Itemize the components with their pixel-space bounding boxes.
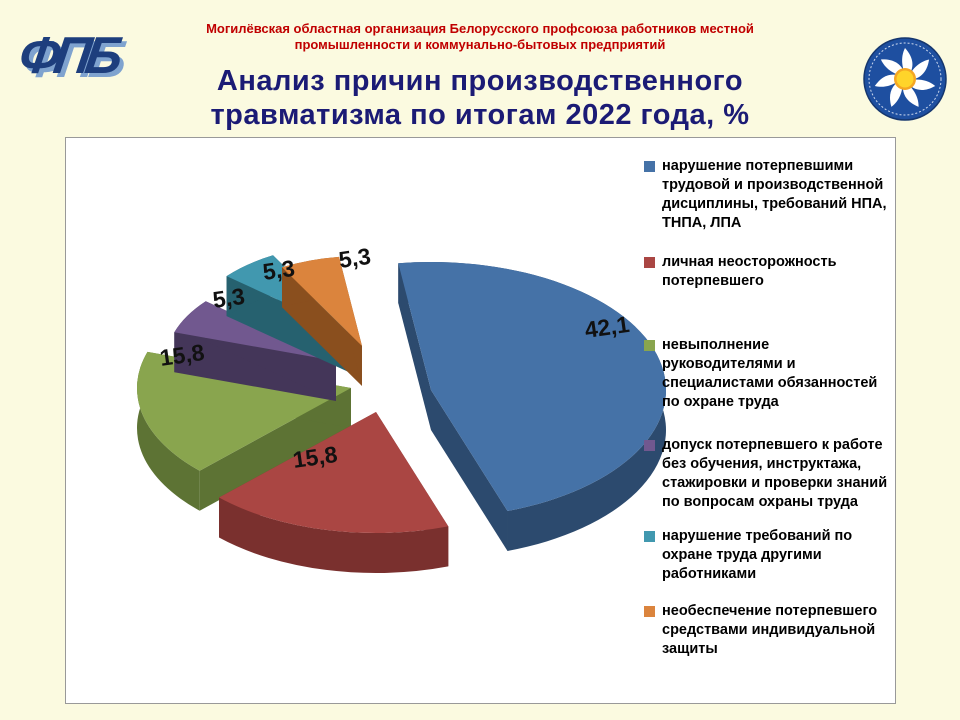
legend-item-orange: необеспечение потерпевшего средствами ин… xyxy=(644,602,890,659)
page-title: Анализ причин производственного травмати… xyxy=(60,64,900,132)
legend-marker-green xyxy=(644,340,655,351)
title-line1: Анализ причин производственного xyxy=(216,65,744,97)
union-emblem-svg xyxy=(863,37,947,121)
legend-marker-teal xyxy=(644,531,655,542)
legend-item-teal: нарушение требований по охране труда дру… xyxy=(644,527,890,584)
pie-chart: 42,115,815,85,35,3 5,3 xyxy=(137,243,667,573)
chart-area: 42,1 15,8 15,8 5,3 5,3 5,3 нарушение потерпев… xyxy=(65,137,896,704)
pie-value-label-red: 15,8 xyxy=(291,441,339,473)
union-emblem-icon xyxy=(862,36,948,122)
pie-value-label-blue: 42,1 xyxy=(583,311,631,343)
legend-item-red: личная неосторожность потерпевшего xyxy=(644,253,890,291)
chart-legend: нарушение потерпевшими трудовой и произв… xyxy=(644,157,890,659)
legend-item-blue: нарушение потерпевшими трудовой и произв… xyxy=(644,157,890,233)
legend-label-orange: необеспечение потерпевшего средствами ин… xyxy=(662,603,878,657)
pie-value-label-teal: 5,3 xyxy=(261,255,296,285)
legend-marker-orange xyxy=(644,606,655,617)
pie-value-label-purple: 5,3 xyxy=(211,283,246,313)
pie-value-label-orange: 5,3 xyxy=(337,243,372,273)
legend-label-purple: допуск потерпевшего к работе без обучени… xyxy=(662,437,888,510)
legend-marker-blue xyxy=(644,161,655,172)
organization-line2: промышленности и коммунально-бытовых пре… xyxy=(294,37,666,52)
legend-item-purple: допуск потерпевшего к работе без обучени… xyxy=(644,436,890,512)
legend-label-green: невыполнение руководителями и специалист… xyxy=(662,337,878,410)
pie-slice-blue xyxy=(398,262,667,552)
legend-label-red: личная неосторожность потерпевшего xyxy=(662,254,837,289)
organization-line1: Могилёвская областная организация Белору… xyxy=(206,21,754,36)
emblem-petals xyxy=(874,48,936,107)
legend-item-green: невыполнение руководителями и специалист… xyxy=(644,336,890,412)
title-line2: травматизма по итогам 2022 года, % xyxy=(210,99,750,131)
organization-header: Могилёвская областная организация Белору… xyxy=(125,21,835,53)
pie-slice-red xyxy=(219,412,449,573)
legend-marker-red xyxy=(644,257,655,268)
pie-value-label-green: 15,8 xyxy=(158,339,206,371)
legend-marker-purple xyxy=(644,440,655,451)
legend-label-teal: нарушение требований по охране труда дру… xyxy=(662,528,853,582)
legend-label-blue: нарушение потерпевшими трудовой и произв… xyxy=(662,158,887,231)
pie-slice-orange xyxy=(282,256,362,386)
